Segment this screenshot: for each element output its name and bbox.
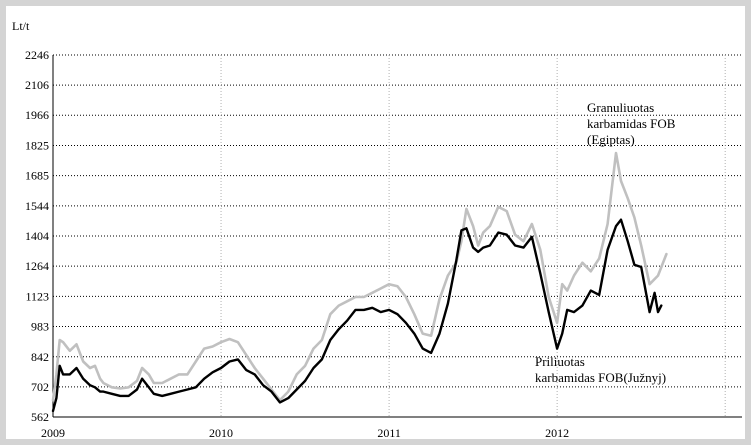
annotation-juznyj-line: karbamidas FOB(Južnyj): [535, 370, 666, 385]
y-tick-label: 1404: [25, 229, 49, 243]
y-axis-unit-label: Lt/t: [12, 19, 30, 33]
axes: 562 702 842 983 1123 1264 1404 1544 1685 1825 1966…: [25, 48, 742, 440]
y-tick-label: 2246: [25, 48, 49, 62]
x-tick-label: 2012: [545, 426, 569, 440]
grid: [53, 54, 742, 417]
y-tick-label: 983: [31, 320, 49, 334]
y-tick-label: 1544: [25, 199, 49, 213]
y-tick-label: 562: [31, 410, 49, 424]
y-tick-label: 2106: [25, 78, 49, 92]
y-tick-label: 702: [31, 380, 49, 394]
y-tick-label: 1966: [25, 108, 49, 122]
annotation-egiptas-line: (Egiptas): [587, 132, 635, 147]
y-tick-label: 1825: [25, 139, 49, 153]
series-group: [51, 151, 668, 413]
y-tick-label: 842: [31, 350, 49, 364]
annotation-egiptas-line: Granuliuotas: [587, 100, 654, 115]
annotation-juznyj-line: Priliuotas: [535, 354, 585, 369]
series-line-egiptas: [51, 151, 668, 402]
x-tick-label: 2011: [377, 426, 401, 440]
series-line-juznyj: [51, 218, 663, 413]
y-tick-label: 1123: [25, 289, 49, 303]
x-tick-label: 2010: [209, 426, 233, 440]
x-tick-label: 2009: [41, 426, 65, 440]
y-tick-label: 1685: [25, 169, 49, 183]
annotation-egiptas-line: karbamidas FOB: [587, 116, 676, 131]
y-tick-label: 1264: [25, 259, 49, 273]
